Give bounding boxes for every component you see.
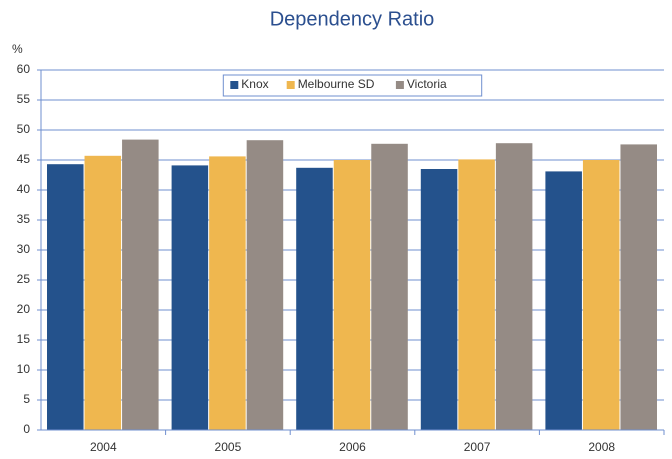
x-tick-label: 2004 <box>90 440 117 454</box>
bar <box>371 143 408 431</box>
bar <box>582 160 620 430</box>
bar <box>333 160 371 430</box>
bar <box>420 169 458 430</box>
bar <box>246 140 284 430</box>
legend-swatch <box>286 81 295 89</box>
chart-title: Dependency Ratio <box>270 8 435 30</box>
bar <box>84 155 122 431</box>
y-tick-label: 50 <box>17 122 31 136</box>
bar <box>296 167 333 431</box>
legend-label: Victoria <box>407 77 447 91</box>
bar <box>47 164 84 430</box>
y-axis-label: % <box>12 42 23 56</box>
x-tick-label: 2007 <box>464 440 491 454</box>
bar <box>545 171 582 430</box>
y-tick-label: 15 <box>17 332 31 346</box>
x-tick-label: 2005 <box>215 440 242 454</box>
bar <box>620 144 657 430</box>
bar <box>122 139 159 430</box>
x-tick-label: 2008 <box>588 440 615 454</box>
y-tick-label: 55 <box>17 92 31 106</box>
legend-label: Melbourne SD <box>298 77 375 91</box>
y-tick-label: 40 <box>17 182 31 196</box>
bar <box>171 165 209 430</box>
legend-label: Knox <box>241 77 268 91</box>
y-tick-label: 30 <box>17 242 31 256</box>
x-tick-label: 2006 <box>339 440 366 454</box>
y-tick-label: 10 <box>17 362 31 376</box>
y-tick-label: 20 <box>17 302 31 316</box>
bar <box>209 156 246 430</box>
y-tick-label: 60 <box>17 62 31 76</box>
y-tick-label: 5 <box>23 392 30 406</box>
y-tick-label: 25 <box>17 272 31 286</box>
y-tick-label: 35 <box>17 212 31 226</box>
legend-box <box>222 74 483 97</box>
y-tick-label: 45 <box>17 152 31 166</box>
legend-swatch <box>230 81 239 89</box>
bar <box>495 143 533 430</box>
bar <box>458 159 495 430</box>
y-tick-label: 0 <box>23 422 30 436</box>
legend-swatch <box>395 81 404 89</box>
